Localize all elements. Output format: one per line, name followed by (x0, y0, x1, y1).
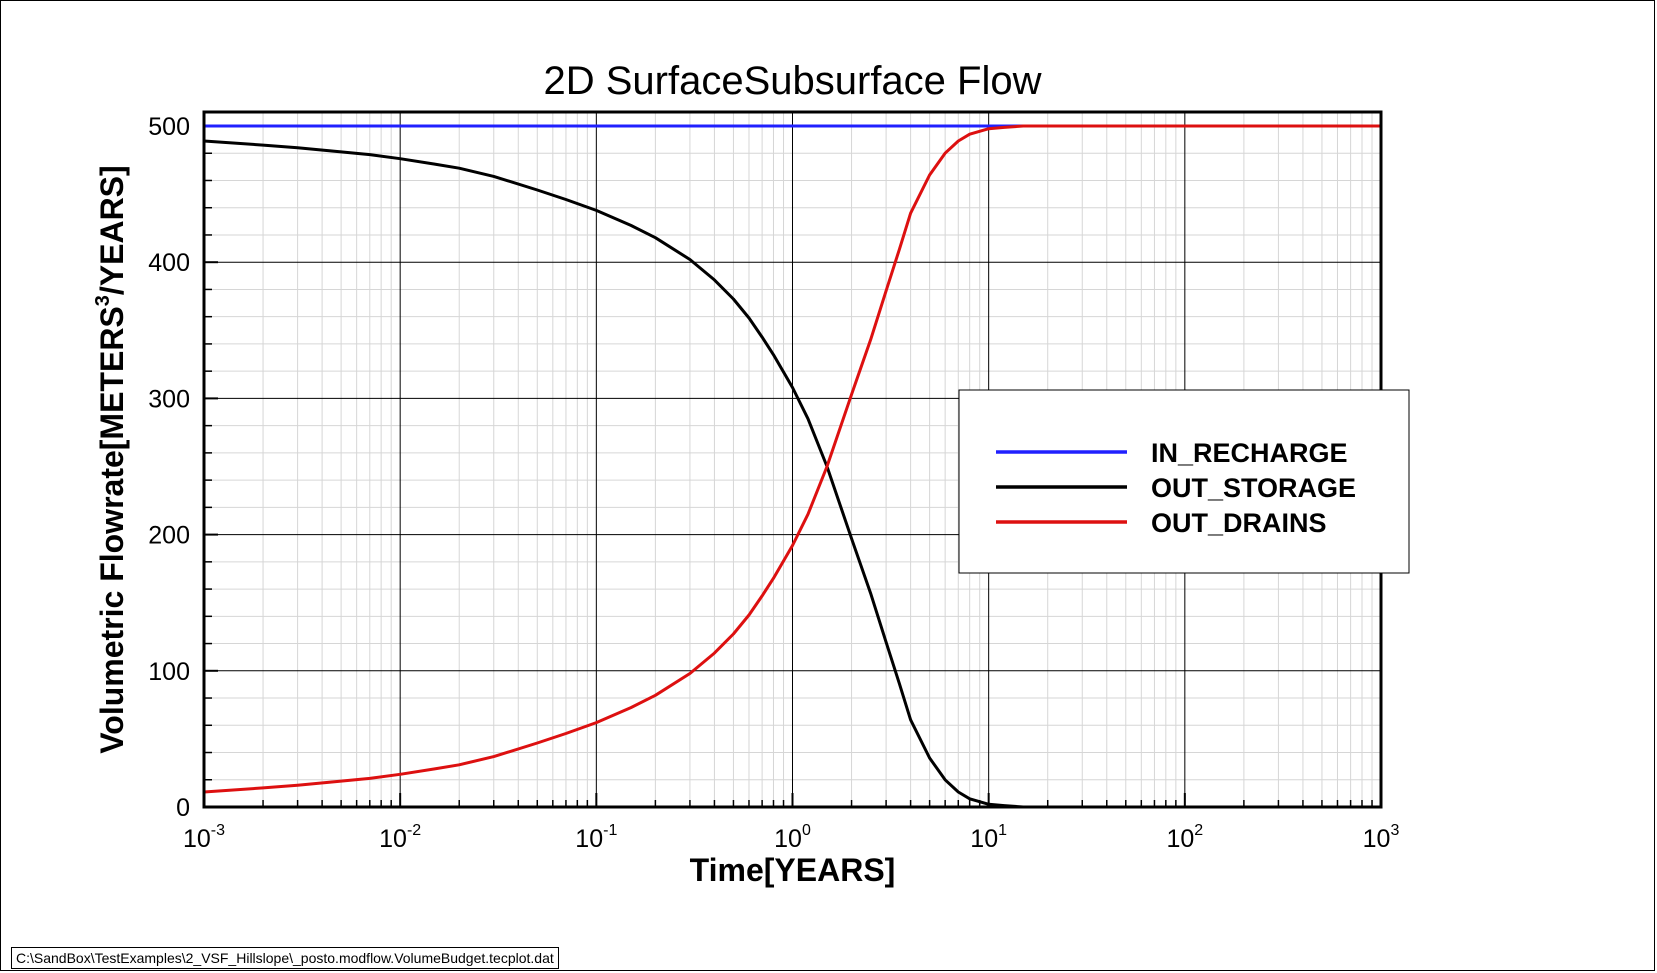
x-tick-label-base: 10 (379, 825, 407, 853)
x-axis-label: Time[YEARS] (690, 852, 896, 888)
chart-title: 2D SurfaceSubsurface Flow (543, 59, 1041, 103)
x-tick-label: 10-1 (575, 822, 617, 853)
y-axis-label-sup: 3 (92, 295, 114, 306)
x-tick-label-exp: 0 (802, 822, 811, 839)
x-tick-label: 102 (1166, 822, 1203, 853)
x-tick-label-exp: -3 (211, 822, 225, 839)
x-tick-label: 103 (1363, 822, 1400, 853)
x-tick-label-base: 10 (183, 825, 211, 853)
x-tick-label-base: 10 (774, 825, 802, 853)
y-axis-label-tail: /YEARS] (94, 165, 130, 295)
x-tick-label: 10-3 (183, 822, 225, 853)
x-tick-label: 100 (774, 822, 811, 853)
y-tick-label: 100 (148, 658, 190, 686)
legend-box (958, 389, 1410, 574)
y-axis-label: Volumetric Flowrate[METERS3/YEARS] (92, 165, 130, 753)
x-tick-label-base: 10 (575, 825, 603, 853)
x-tick-label-exp: -1 (603, 822, 617, 839)
y-tick-label: 500 (148, 113, 190, 141)
legend-label: OUT_DRAINS (1151, 508, 1327, 538)
y-tick-label: 300 (148, 385, 190, 413)
series-line-out-storage (203, 139, 1381, 809)
x-tick-label-base: 10 (970, 825, 998, 853)
file-path-label: C:\SandBox\TestExamples\2_VSF_Hillslope\… (11, 947, 559, 969)
legend: IN_RECHARGE OUT_STORAGE OUT_DRAINS (958, 389, 1410, 574)
x-tick-label-base: 10 (1363, 825, 1391, 853)
x-tick-label-exp: -2 (407, 822, 421, 839)
y-tick-label: 400 (148, 249, 190, 277)
series-line-out-drains (203, 124, 1381, 794)
x-tick-label-exp: 3 (1390, 822, 1399, 839)
x-tick-label-base: 10 (1166, 825, 1194, 853)
x-tick-label: 10-2 (379, 822, 421, 853)
y-tick-label: 200 (148, 522, 190, 550)
y-tick-label: 0 (176, 794, 190, 822)
legend-label: OUT_STORAGE (1151, 473, 1356, 503)
x-tick-label: 101 (970, 822, 1007, 853)
series-layer (203, 124, 1381, 809)
y-axis-label-main: Volumetric Flowrate[METERS (94, 306, 130, 753)
legend-label: IN_RECHARGE (1151, 438, 1348, 468)
x-tick-label-exp: 2 (1194, 822, 1203, 839)
x-tick-label-exp: 1 (998, 822, 1007, 839)
